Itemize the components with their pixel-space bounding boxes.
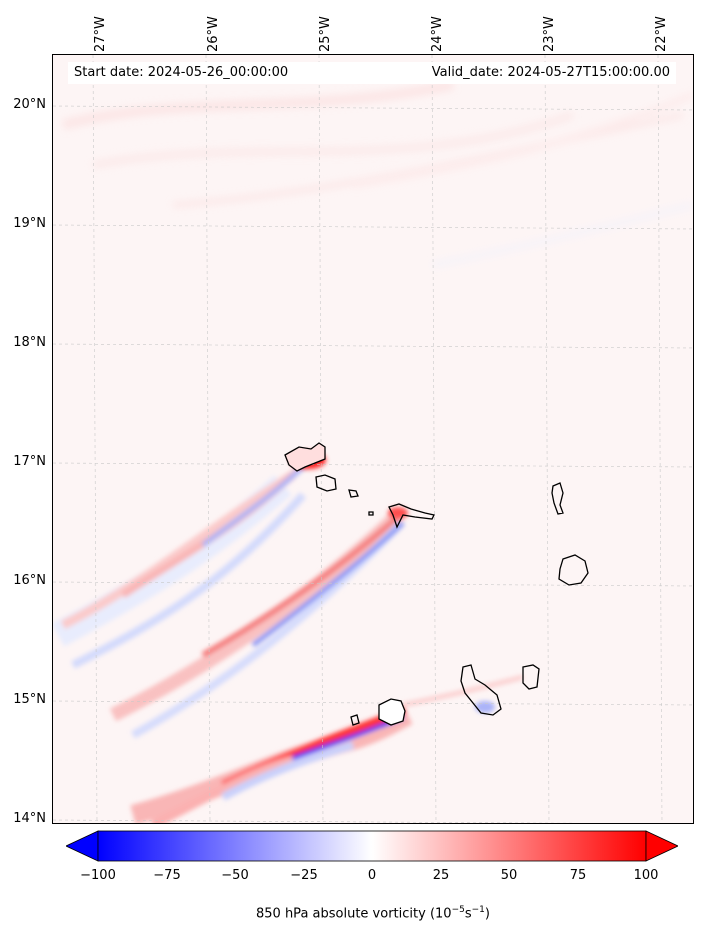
northern-streaks <box>61 80 693 268</box>
island-santiago <box>460 664 502 716</box>
colorbar-label-end: ) <box>484 906 490 922</box>
colorbar-label-main: 850 hPa absolute vorticity (10 <box>256 906 452 922</box>
island-fogo <box>378 698 406 726</box>
lat-label-16n: 16°N <box>13 573 46 588</box>
colorbar-tick: 0 <box>367 868 377 883</box>
lat-label-18n: 18°N <box>13 335 46 350</box>
island-sao-vicente <box>315 474 337 492</box>
colorbar-label: 850 hPa absolute vorticity (10−5s−1) <box>0 905 703 921</box>
colorbar-tick: 25 <box>432 868 450 883</box>
valid-date-box: Valid_date: 2024-05-27T15:00:00.00 <box>378 62 676 84</box>
wake-middle <box>109 509 405 739</box>
colorbar-tick: −75 <box>153 868 181 883</box>
wake-north <box>53 462 307 669</box>
island-santa-luzia <box>348 489 359 498</box>
coastlines <box>284 442 589 726</box>
field-background <box>53 55 693 823</box>
lat-label-17n: 17°N <box>13 454 46 469</box>
island-santo-antao <box>284 442 326 472</box>
valid-date-text: Valid_date: 2024-05-27T15:00:00.00 <box>431 65 670 80</box>
gridlines <box>53 55 693 823</box>
lon-label-23w: 23°W <box>542 16 557 52</box>
lon-label-24w: 24°W <box>430 16 445 52</box>
start-date-text: Start date: 2024-05-26_00:00:00 <box>74 65 289 80</box>
colorbar-tick: −50 <box>221 868 249 883</box>
lon-label-25w: 25°W <box>318 16 333 52</box>
lat-label-14n: 14°N <box>13 811 46 826</box>
start-date-box: Start date: 2024-05-26_00:00:00 <box>68 62 390 84</box>
vorticity-field <box>53 55 693 823</box>
colorbar-tick: 75 <box>569 868 587 883</box>
lat-label-15n: 15°N <box>13 692 46 707</box>
colorbar-label-mid: s <box>464 906 472 922</box>
map-panel <box>52 54 694 824</box>
island-boa-vista <box>558 554 589 586</box>
colorbar-label-sup: −5 <box>451 905 465 915</box>
colorbar-tick: 100 <box>633 868 659 883</box>
island-maio <box>522 664 540 690</box>
island-sal <box>551 482 564 515</box>
colorbar <box>65 830 679 862</box>
lat-label-19n: 19°N <box>13 216 46 231</box>
colorbar-min-extend <box>65 830 99 862</box>
island-brava <box>350 714 360 726</box>
lon-label-26w: 26°W <box>206 16 221 52</box>
lat-label-20n: 20°N <box>13 97 46 112</box>
colorbar-tick: 50 <box>500 868 518 883</box>
island-branco <box>368 511 374 516</box>
colorbar-graphic <box>65 830 679 862</box>
colorbar-gradient <box>97 830 647 862</box>
lon-label-27w: 27°W <box>93 16 108 52</box>
colorbar-tick: −100 <box>80 868 116 883</box>
lon-label-22w: 22°W <box>654 16 669 52</box>
colorbar-tick: −25 <box>290 868 318 883</box>
island-sao-nicolau <box>388 503 435 529</box>
colorbar-label-sup2: −1 <box>471 905 485 915</box>
colorbar-max-extend <box>645 830 679 862</box>
